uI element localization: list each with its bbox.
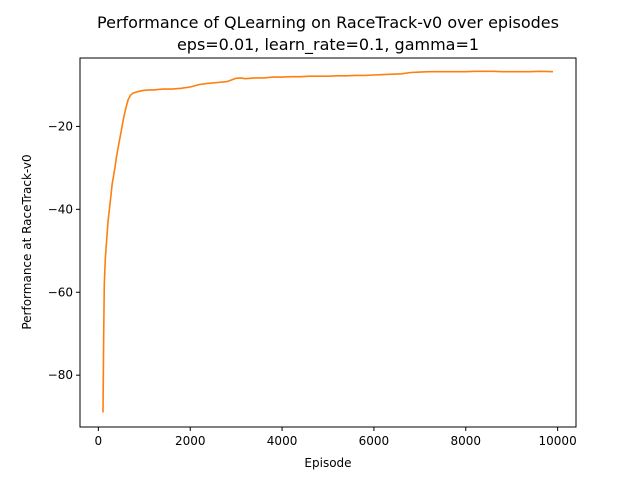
x-tick-label: 2000 <box>175 434 206 448</box>
x-tick-label: 8000 <box>451 434 482 448</box>
y-tick-label: −20 <box>48 119 73 133</box>
y-axis-ticks: −20 −40 −60 −80 <box>48 119 80 382</box>
y-tick-label: −40 <box>48 202 73 216</box>
x-tick-label: 6000 <box>359 434 390 448</box>
x-tick-label: 10000 <box>539 434 577 448</box>
plot-area <box>102 70 554 413</box>
series-line <box>102 70 554 413</box>
y-tick-label: −80 <box>48 368 73 382</box>
plot-frame <box>79 57 577 428</box>
y-axis-label: Performance at RaceTrack-v0 <box>20 154 34 329</box>
chart-title: Performance of QLearning on RaceTrack-v0… <box>97 13 559 32</box>
y-tick-label: −60 <box>48 285 73 299</box>
x-tick-label: 4000 <box>267 434 298 448</box>
chart-subtitle: eps=0.01, learn_rate=0.1, gamma=1 <box>177 35 479 55</box>
x-axis-label: Episode <box>304 456 351 470</box>
x-tick-label: 0 <box>95 434 103 448</box>
x-axis-ticks: 0 2000 4000 6000 8000 10000 <box>95 427 577 448</box>
